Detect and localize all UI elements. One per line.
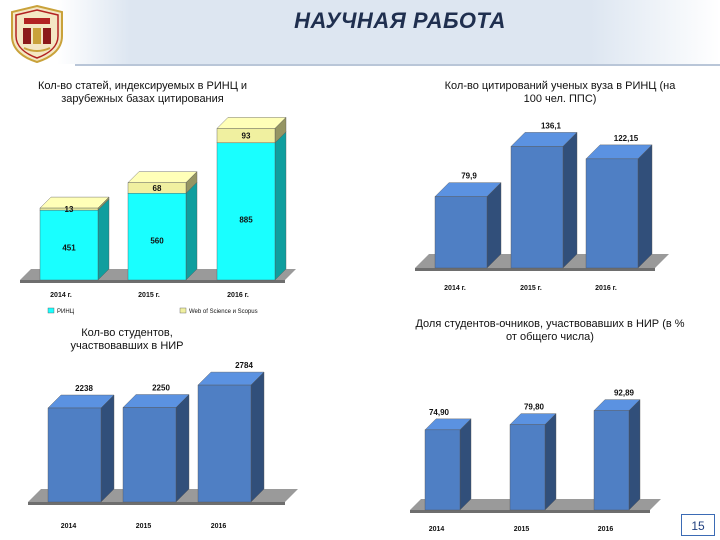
- chart4-bar-3: [593, 399, 641, 511]
- chart4-bar-1-side: [459, 418, 472, 511]
- chart1-bar-wos-3-front: [216, 128, 276, 144]
- chart2-value-2: 136,1: [541, 121, 562, 130]
- chart2-x-tick-2: 2015 г.: [520, 285, 542, 292]
- chart1-wos-value-2: 68: [153, 184, 162, 193]
- chart3-value-2: 2250: [152, 384, 170, 393]
- chart2-bar-2: [510, 131, 578, 269]
- header-divider: [75, 64, 720, 66]
- chart2-value-1: 79,9: [461, 172, 477, 181]
- chart2-x-tick-1: 2014 г.: [444, 285, 466, 292]
- chart4-value-3: 92,89: [614, 389, 635, 398]
- chart1-legend-label-rinc: РИНЦ: [57, 309, 75, 315]
- chart4-bar-1: [424, 418, 472, 511]
- chart4-value-1: 74,90: [429, 408, 450, 417]
- chart1-wos-value-3: 93: [242, 132, 251, 141]
- chart1-legend-label-wos: Web of Science и Scopus: [189, 309, 258, 315]
- chart3-value-3: 2784: [235, 361, 253, 370]
- chart1-bar-rinc-1-front: [39, 209, 99, 281]
- chart2-bar-3-front: [585, 158, 639, 269]
- chart4-bar-3-side: [628, 399, 641, 511]
- chart2-value-3: 122,15: [614, 134, 639, 143]
- chart1-floor-edge: [20, 280, 285, 283]
- chart2-bar-3: [585, 144, 653, 269]
- chart1-legend-swatch-rinc: [47, 307, 55, 314]
- chart1-legend-swatch-wos: [179, 307, 187, 314]
- chart2-bar-1: [434, 182, 502, 269]
- chart4-x-tick-2: 2015: [514, 526, 530, 533]
- chart3-bar-3-front: [197, 384, 252, 503]
- chart3-floor-edge: [28, 502, 285, 505]
- chart1-title: Кол-во статей, индексируемых в РИНЦ и за…: [37, 80, 248, 105]
- chart3-x-tick-2: 2015: [136, 523, 152, 530]
- chart4-bar-1-front: [424, 429, 461, 511]
- chart1-bar-wos-2: [127, 171, 198, 194]
- chart2-title: Кол-во цитирований ученых вуза в РИНЦ (н…: [444, 80, 676, 105]
- chart4-title: Доля студентов-очников, участвовавших в …: [415, 318, 685, 343]
- chart2-bar-1-front: [434, 196, 488, 269]
- chart1-rinc-value-3: 885: [239, 215, 253, 224]
- chart4-x-tick-3: 2016: [598, 526, 614, 533]
- chart1-wos-value-1: 13: [65, 205, 74, 214]
- chart3-bar-3: [197, 371, 265, 503]
- chart4-x-tick-1: 2014: [429, 526, 445, 533]
- chart3-bar-1: [47, 394, 115, 503]
- chart3-title: Кол-во студентов, участвовавших в НИР: [70, 327, 184, 352]
- chart1-bar-wos-2-front: [127, 182, 187, 194]
- page-title: НАУЧНАЯ РАБОТА: [294, 8, 506, 33]
- chart4-bar-2: [509, 413, 557, 511]
- chart4-floor-edge: [410, 510, 650, 513]
- chart4-bar-2-front: [509, 424, 546, 511]
- chart2-bar-2-front: [510, 146, 564, 269]
- chart3-value-1: 2238: [75, 384, 93, 393]
- chart1-x-tick-3: 2016 г.: [227, 292, 249, 299]
- chart4-value-2: 79,80: [524, 403, 545, 412]
- page-number-badge: 15: [681, 514, 715, 536]
- chart1-bar-wos-1-front: [39, 207, 99, 211]
- chart1-bar-wos-1: [39, 196, 110, 211]
- chart1-bar-rinc-3-front: [216, 142, 276, 281]
- chart1-bar-wos-3: [216, 116, 287, 144]
- chart3-bar-2-front: [122, 407, 177, 503]
- chart1-x-tick-2: 2015 г.: [138, 292, 160, 299]
- chart3-bar-2: [122, 394, 190, 503]
- chart2-floor-edge: [415, 268, 655, 271]
- chart3-x-tick-3: 2016: [211, 523, 227, 530]
- chart3-bar-1-front: [47, 407, 102, 503]
- chart4-bar-3-front: [593, 410, 630, 511]
- chart1-rinc-value-1: 451: [62, 244, 76, 253]
- chart4-bar-2-side: [544, 413, 557, 511]
- chart1-bar-rinc-2-front: [127, 192, 187, 281]
- header-band: [0, 0, 720, 64]
- chart1-x-tick-1: 2014 г.: [50, 292, 72, 299]
- chart3-x-tick-1: 2014: [61, 523, 77, 530]
- chart1-rinc-value-2: 560: [150, 237, 164, 246]
- chart2-x-tick-3: 2016 г.: [595, 285, 617, 292]
- university-emblem-logo: [11, 4, 63, 64]
